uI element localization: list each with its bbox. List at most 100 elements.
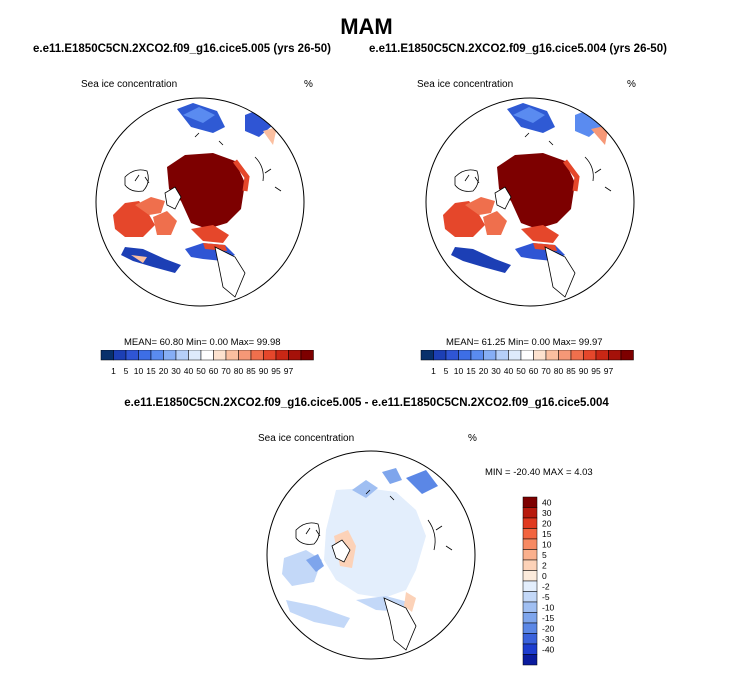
colorbar-diff-tick-label: 40 [542,498,552,508]
colorbar-right-swatch [420,350,434,361]
colorbar-left-tick-label: 97 [284,366,294,376]
variable-label-diff: Sea ice concentration [258,433,355,444]
colorbar-diff-swatch [522,517,538,529]
colorbar-diff-swatch [522,654,538,666]
colorbar-diff-tick-label: -2 [542,582,550,592]
colorbar-diff-swatch [522,528,538,540]
colorbar-left-swatch [113,350,127,361]
colorbar-diff-swatch [522,549,538,561]
colorbar-left-tick-label: 90 [259,366,269,376]
colorbar-right-swatch [570,350,584,361]
colorbar-diff-swatch [522,559,538,571]
colorbar-left-swatch [225,350,239,361]
colorbar-right-swatch [620,350,634,361]
colorbar-left-swatch [138,350,152,361]
stats-right: MEAN= 61.25 Min= 0.00 Max= 99.97 [446,337,603,348]
colorbar-right-tick-label: 80 [554,366,564,376]
colorbar-left-swatch [288,350,302,361]
units-label-diff: % [468,433,477,444]
colorbar-right-tick-label: 97 [604,366,614,376]
season-title: MAM [340,14,393,39]
colorbar-diff-tick-label: -40 [542,645,555,655]
colorbar-right-tick-label: 15 [466,366,476,376]
colorbar-left-swatch [188,350,202,361]
colorbar-diff-swatch [522,612,538,624]
colorbar-right-tick-label: 10 [454,366,464,376]
colorbar-left-tick-label: 5 [124,366,129,376]
colorbar-right-swatch [508,350,522,361]
case-label-left: e.e11.E1850C5CN.2XCO2.f09_g16.cice5.005 … [33,43,331,55]
colorbar-diff-swatch [522,591,538,603]
colorbar-diff-swatch [522,643,538,655]
colorbar-right-swatch [545,350,559,361]
colorbar-right-swatch [595,350,609,361]
polar-map-diff [266,450,476,660]
colorbar-right: 1 5 10 15 20 30 40 50 60 70 80 85 90 95 97 [420,350,634,376]
colorbar-right-tick-label: 20 [479,366,489,376]
colorbar-left-tick-label: 85 [246,366,256,376]
colorbar-right-tick-label: 40 [504,366,514,376]
colorbar-right-swatch [433,350,447,361]
colorbar-left-swatch [275,350,289,361]
diff-title: e.e11.E1850C5CN.2XCO2.f09_g16.cice5.005 … [124,397,609,409]
colorbar-left-tick-label: 50 [196,366,206,376]
variable-label-right: Sea ice concentration [417,79,514,90]
colorbar-diff-tick-label: 10 [542,540,552,550]
colorbar-right-tick-label: 60 [529,366,539,376]
colorbar-diff-tick-label: -20 [542,624,555,634]
colorbar-left-swatch [213,350,227,361]
colorbar-left-tick-label: 20 [159,366,169,376]
colorbar-diff-swatch [522,507,538,519]
colorbar-right-swatch [483,350,497,361]
colorbar-left-swatch [150,350,164,361]
colorbar-right-tick-label: 95 [591,366,601,376]
colorbar-left-swatch [163,350,177,361]
units-label-right: % [627,79,636,90]
colorbar-right-swatch [533,350,547,361]
colorbar-diff-tick-label: 15 [542,529,552,539]
case-label-right: e.e11.E1850C5CN.2XCO2.f09_g16.cice5.004 … [369,43,667,55]
polar-map-right [425,97,635,307]
colorbar-right-swatch [608,350,622,361]
colorbar-diff-swatch [522,633,538,645]
colorbar-left-swatch [175,350,189,361]
colorbar-right-swatch [583,350,597,361]
colorbar-right-swatch [458,350,472,361]
colorbar-diff-tick-label: 0 [542,571,547,581]
colorbar-left-swatch [250,350,264,361]
colorbar-left-tick-label: 15 [146,366,156,376]
colorbar-left-tick-label: 10 [134,366,144,376]
colorbar-diff-swatch [522,601,538,613]
colorbar-right-tick-label: 85 [566,366,576,376]
colorbar-right-tick-label: 1 [431,366,436,376]
colorbar-left-tick-label: 70 [221,366,231,376]
stats-diff: MIN = -20.40 MAX = 4.03 [485,467,593,478]
stats-left: MEAN= 60.80 Min= 0.00 Max= 99.98 [124,337,281,348]
colorbar-diff-swatch [522,496,538,508]
colorbar-diff-swatch [522,580,538,592]
colorbar-right-swatch [495,350,509,361]
colorbar-left-tick-label: 95 [271,366,281,376]
colorbar-diff-tick-label: -10 [542,603,555,613]
colorbar-right-swatch [445,350,459,361]
colorbar-right-swatch [558,350,572,361]
colorbar-diff-swatch [522,570,538,582]
colorbar-right-swatch [470,350,484,361]
polar-map-left [95,97,305,307]
colorbar-right-tick-label: 30 [491,366,501,376]
colorbar-left-swatch [200,350,214,361]
variable-label-left: Sea ice concentration [81,79,178,90]
colorbar-diff-tick-label: -5 [542,592,550,602]
colorbar-diff-tick-label: 5 [542,550,547,560]
colorbar-left-swatch [300,350,314,361]
colorbar-left-tick-label: 30 [171,366,181,376]
colorbar-diff-tick-label: -15 [542,613,555,623]
colorbar-diff-swatch [522,538,538,550]
colorbar-diff-tick-label: 2 [542,561,547,571]
colorbar-left-swatch [100,350,114,361]
colorbar-right-tick-label: 70 [541,366,551,376]
colorbar-left-swatch [263,350,277,361]
colorbar-left: 1 5 10 15 20 30 40 50 60 70 80 85 90 95 97 [100,350,314,376]
colorbar-right-swatch [520,350,534,361]
